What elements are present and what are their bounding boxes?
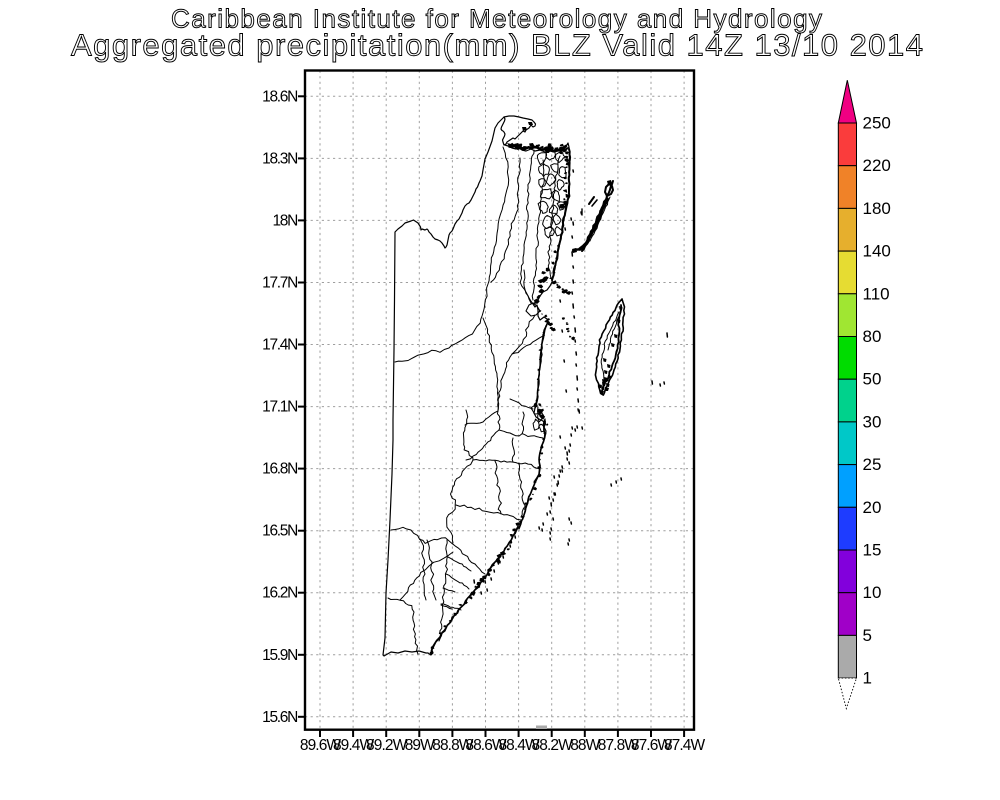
svg-text:Aggregated precipitation(mm) B: Aggregated precipitation(mm) BLZ Valid 1… [71,28,923,63]
svg-text:18.3N: 18.3N [262,150,297,167]
svg-text:88.8W: 88.8W [432,737,474,754]
svg-text:17.1N: 17.1N [262,399,297,416]
svg-text:10: 10 [863,583,882,602]
svg-text:140: 140 [863,242,891,261]
svg-text:250: 250 [863,114,891,133]
svg-text:16.8N: 16.8N [262,461,297,478]
svg-text:30: 30 [863,412,882,431]
svg-text:16.2N: 16.2N [262,585,297,602]
svg-text:15: 15 [863,541,882,560]
svg-text:16.5N: 16.5N [262,523,297,540]
svg-text:18.6N: 18.6N [262,88,297,105]
svg-text:89.4W: 89.4W [333,737,375,754]
svg-text:5: 5 [863,626,872,645]
svg-text:87.6W: 87.6W [631,737,673,754]
svg-text:17.4N: 17.4N [262,337,297,354]
svg-text:15.9N: 15.9N [262,647,297,664]
svg-text:88.4W: 88.4W [498,737,540,754]
svg-text:88.6W: 88.6W [465,737,507,754]
svg-text:110: 110 [863,284,890,303]
svg-text:20: 20 [863,498,882,517]
svg-text:89.6W: 89.6W [300,737,342,754]
svg-text:1: 1 [863,669,872,688]
svg-text:25: 25 [863,455,882,474]
svg-text:80: 80 [863,327,882,346]
svg-text:15.6N: 15.6N [262,709,297,726]
svg-text:180: 180 [863,199,891,218]
svg-text:87.4W: 87.4W [664,737,706,754]
svg-text:89W: 89W [405,737,435,754]
svg-text:89.2W: 89.2W [366,737,408,754]
svg-text:17.7N: 17.7N [262,275,297,292]
svg-text:18N: 18N [272,212,297,229]
svg-text:88W: 88W [570,737,600,754]
svg-text:220: 220 [863,156,891,175]
svg-text:87.8W: 87.8W [598,737,640,754]
svg-text:Caribbean Institute for Meteor: Caribbean Institute for Meteorology and … [171,4,822,34]
svg-text:88.2W: 88.2W [532,737,574,754]
svg-text:50: 50 [863,370,882,389]
